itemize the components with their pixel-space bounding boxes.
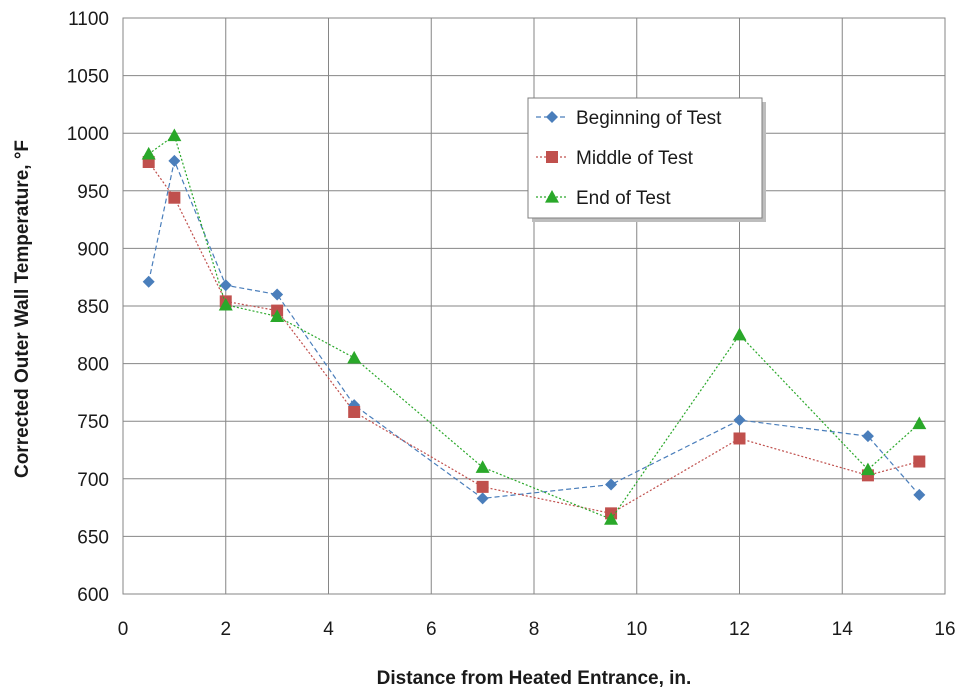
series-end-of-test (141, 128, 927, 525)
legend-marker (546, 111, 558, 123)
y-tick-label: 750 (77, 412, 109, 433)
tick-labels: 0 2 4 6 8 10 12 14 16 600 650 700 750 800 850 900 950 100… (67, 9, 956, 640)
legend-label: Middle of Test (576, 148, 694, 169)
y-tick-label: 700 (77, 470, 109, 491)
data-point (142, 275, 155, 288)
series-layer (141, 128, 927, 525)
data-point (141, 146, 156, 160)
data-point (168, 154, 181, 167)
data-point (218, 297, 233, 311)
y-axis-title: Corrected Outer Wall Temperature, °F (12, 140, 33, 478)
series-line (148, 158, 920, 500)
x-tick-label: 10 (626, 619, 647, 640)
legend-box (527, 97, 763, 219)
y-tick-label: 600 (77, 585, 109, 606)
data-point (167, 128, 182, 142)
data-point (476, 492, 489, 505)
data-point (912, 416, 927, 430)
legend: Beginning of Test Middle of Test End of Te… (527, 97, 766, 222)
data-point (860, 462, 875, 476)
data-point (270, 309, 285, 322)
y-tick-label: 1000 (67, 124, 109, 145)
x-tick-label: 6 (426, 619, 437, 640)
data-point (732, 327, 747, 341)
x-tick-label: 8 (529, 619, 540, 640)
series-beginning-of-test (142, 154, 926, 505)
data-point (348, 405, 361, 418)
series-middle-of-test (142, 156, 926, 520)
data-point (913, 488, 926, 501)
data-point (605, 478, 618, 491)
data-point (347, 350, 362, 364)
x-tick-label: 4 (323, 619, 334, 640)
data-point (476, 480, 489, 493)
x-tick-label: 0 (118, 619, 129, 640)
data-point (733, 432, 746, 445)
y-tick-label: 650 (77, 527, 109, 548)
y-tick-label: 800 (77, 355, 109, 376)
legend-label: End of Test (576, 188, 671, 209)
y-tick-label: 900 (77, 239, 109, 260)
data-point (861, 430, 874, 443)
y-tick-label: 1100 (68, 9, 109, 30)
x-axis-title: Distance from Heated Entrance, in. (377, 668, 692, 689)
series-line (148, 161, 920, 514)
data-point (913, 455, 926, 468)
y-tick-label: 950 (77, 182, 109, 203)
y-tick-label: 850 (77, 297, 109, 318)
legend-item-beginning-of-test: Beginning of Test (536, 108, 722, 129)
x-tick-label: 14 (832, 619, 854, 640)
y-tick-label: 1050 (67, 67, 109, 88)
x-tick-label: 2 (220, 619, 231, 640)
data-point (733, 414, 746, 427)
series-line (148, 134, 920, 520)
data-point (604, 512, 619, 525)
x-tick-label: 12 (729, 619, 750, 640)
x-tick-label: 16 (934, 619, 955, 640)
legend-marker (546, 151, 558, 163)
plot-border (122, 17, 946, 595)
data-point (219, 279, 232, 292)
legend-label: Beginning of Test (576, 108, 722, 129)
data-point (271, 288, 284, 301)
data-point (168, 191, 181, 204)
legend-item-end-of-test: End of Test (536, 188, 671, 209)
data-point (475, 460, 490, 473)
legend-item-middle-of-test: Middle of Test (536, 148, 694, 169)
plot-area (122, 17, 946, 595)
legend-marker (545, 190, 559, 203)
